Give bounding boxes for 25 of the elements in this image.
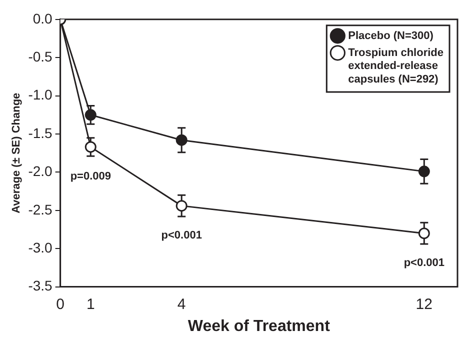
y-tick-label: -3.5 xyxy=(28,278,53,294)
x-tick-label: 0 xyxy=(56,296,64,313)
y-tick-label: 0.0 xyxy=(32,10,53,26)
y-tick-label: -2.0 xyxy=(28,163,53,180)
annotation: p<0.001 xyxy=(161,229,202,242)
x-tick-label: 4 xyxy=(177,296,186,313)
point xyxy=(176,134,188,146)
x-tick-label: 1 xyxy=(86,296,95,313)
y-axis-title: Average (± SE) Change xyxy=(10,92,23,214)
y-tick-label: -0.5 xyxy=(28,48,53,64)
legend-label: Trospium chloride extended-release capsules (N=292) xyxy=(348,46,444,86)
x-axis-title: Week of Treatment xyxy=(188,318,331,335)
y-tick-label: -1.5 xyxy=(28,124,53,141)
annotation: p<0.001 xyxy=(404,256,444,269)
point xyxy=(84,109,96,121)
point xyxy=(418,166,430,178)
y-tick-label: -3.0 xyxy=(28,239,53,256)
x-tick-label: 12 xyxy=(416,296,432,313)
point xyxy=(418,228,430,240)
point xyxy=(176,200,188,212)
y-tick-label: -1.0 xyxy=(28,86,53,103)
point xyxy=(84,141,96,153)
annotation: p=0.009 xyxy=(70,170,111,183)
legend-label: Placebo (N=300) xyxy=(348,30,434,42)
y-tick-label: -2.5 xyxy=(28,201,53,218)
